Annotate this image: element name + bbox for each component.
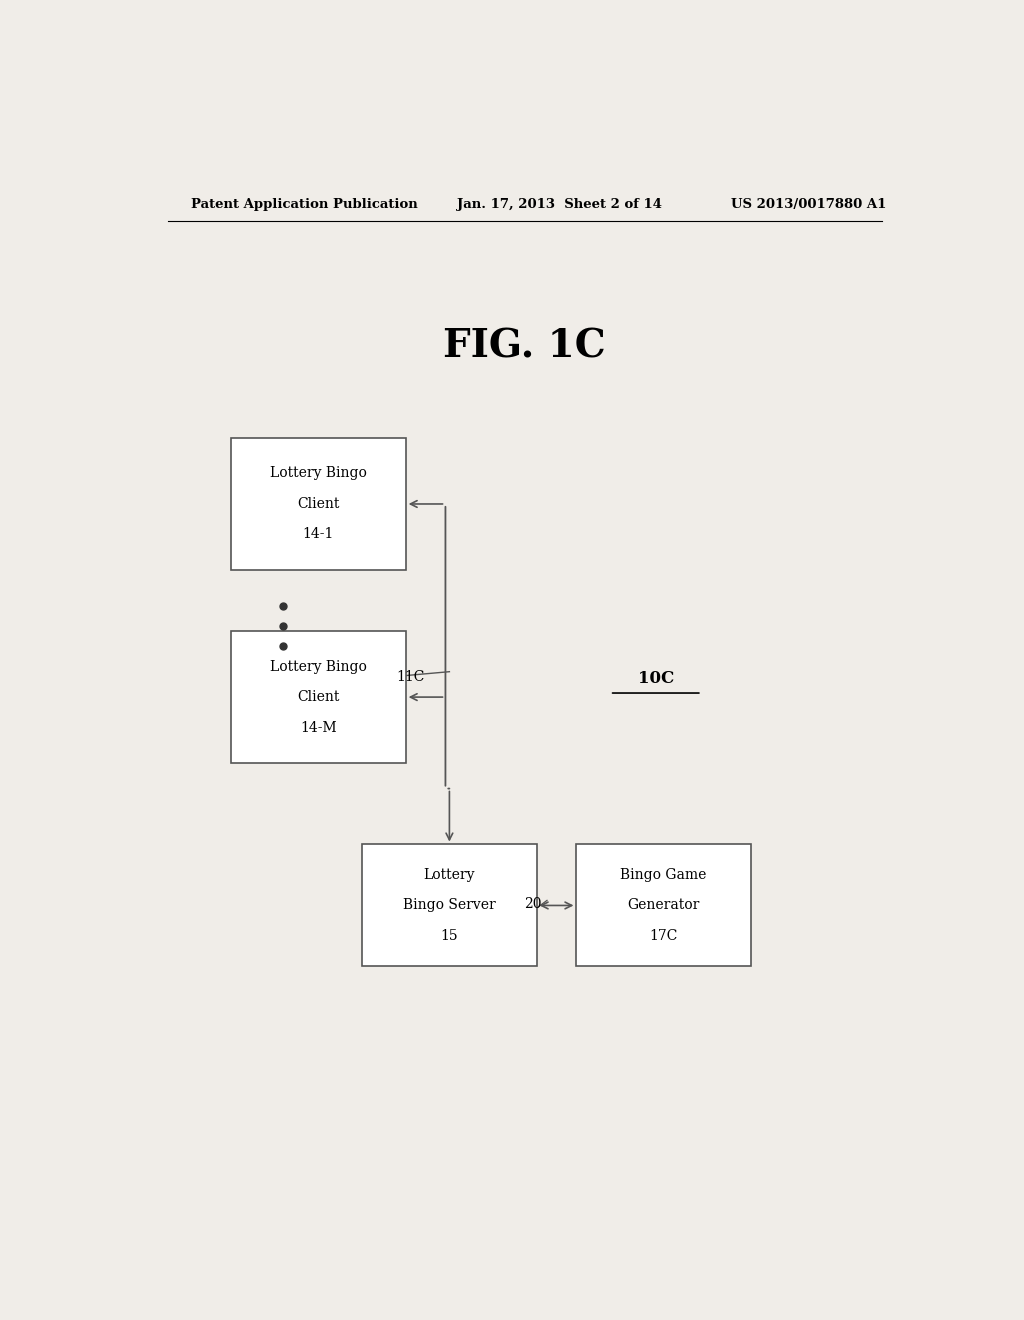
- Text: Client: Client: [297, 690, 340, 704]
- Text: US 2013/0017880 A1: US 2013/0017880 A1: [731, 198, 887, 211]
- Text: FIG. 1C: FIG. 1C: [443, 327, 606, 366]
- Text: Generator: Generator: [628, 899, 699, 912]
- FancyBboxPatch shape: [362, 845, 537, 966]
- Text: Bingo Game: Bingo Game: [621, 869, 707, 882]
- Text: 10C: 10C: [638, 671, 674, 688]
- Text: 15: 15: [440, 929, 458, 942]
- Text: Lottery: Lottery: [424, 869, 475, 882]
- Text: Patent Application Publication: Patent Application Publication: [191, 198, 418, 211]
- FancyBboxPatch shape: [231, 438, 406, 570]
- Text: Bingo Server: Bingo Server: [403, 899, 496, 912]
- Text: Client: Client: [297, 496, 340, 511]
- FancyBboxPatch shape: [577, 845, 751, 966]
- Text: Lottery Bingo: Lottery Bingo: [270, 466, 367, 480]
- Text: 14-M: 14-M: [300, 721, 337, 735]
- Text: 20: 20: [524, 896, 542, 911]
- Text: 14-1: 14-1: [303, 528, 334, 541]
- Text: 17C: 17C: [649, 929, 678, 942]
- Text: Jan. 17, 2013  Sheet 2 of 14: Jan. 17, 2013 Sheet 2 of 14: [458, 198, 663, 211]
- Text: 11C: 11C: [396, 669, 425, 684]
- Text: Lottery Bingo: Lottery Bingo: [270, 660, 367, 673]
- FancyBboxPatch shape: [231, 631, 406, 763]
